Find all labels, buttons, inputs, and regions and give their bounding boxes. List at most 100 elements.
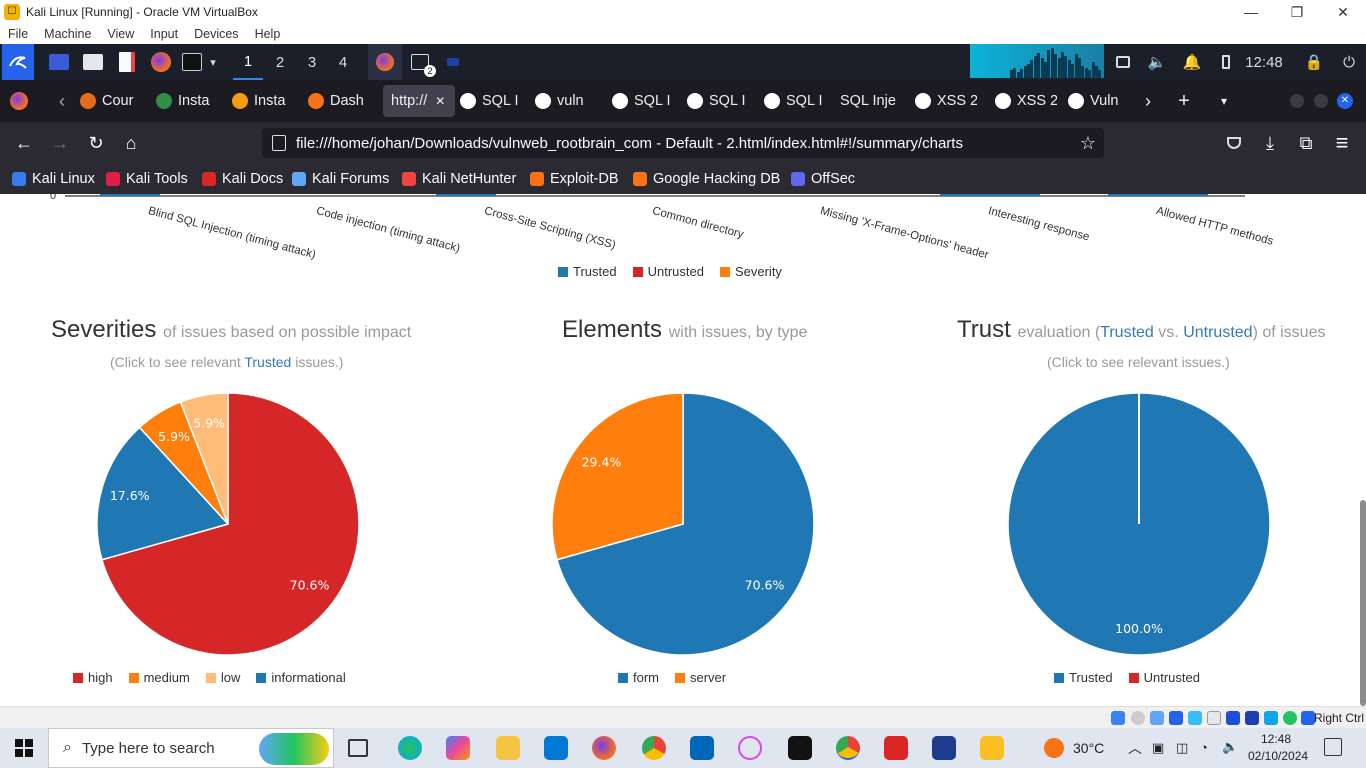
hard-disk-icon[interactable] [1111, 711, 1125, 725]
lock-icon[interactable]: 🔒 [1304, 54, 1324, 71]
pie-slice-server[interactable] [551, 392, 684, 561]
back-icon[interactable]: ← [15, 132, 33, 153]
firefox-view-icon[interactable] [10, 85, 30, 117]
app-menu-icon[interactable]: ≡ [1335, 130, 1349, 155]
tab[interactable]: SQL I [687, 85, 749, 117]
app-badge-icon[interactable] [980, 736, 1004, 760]
tab[interactable]: SQL Inje [840, 85, 908, 117]
chevron-down-icon[interactable]: ▾ [210, 56, 216, 69]
snipping-tool-icon[interactable] [738, 736, 762, 760]
firefox-launcher-icon[interactable] [148, 44, 174, 80]
window-maximize-dot[interactable] [1314, 85, 1330, 117]
workspace-4[interactable]: 4 [338, 53, 348, 71]
url-text[interactable]: file:///home/johan/Downloads/vulnweb_roo… [296, 134, 963, 152]
mail-icon[interactable] [544, 736, 568, 760]
text-editor-icon[interactable] [114, 44, 140, 80]
tab[interactable]: XSS 2 [915, 85, 977, 117]
legend-item-medium[interactable]: medium [128, 670, 190, 685]
network-adapter-icon[interactable] [1169, 711, 1183, 725]
optical-drive-icon[interactable] [1131, 711, 1145, 725]
legend-item-server[interactable]: server [675, 670, 726, 685]
windows-start-icon[interactable] [15, 739, 33, 757]
vpn-icon[interactable] [442, 44, 464, 80]
weather-icon[interactable] [1044, 738, 1064, 758]
volume-icon[interactable]: 🔈 [1147, 54, 1167, 71]
mouse-integration-icon[interactable] [1301, 711, 1315, 725]
legend-item-severity[interactable]: Severity [719, 264, 782, 279]
tab[interactable]: XSS 2 [995, 85, 1057, 117]
legend-item-trusted[interactable]: Trusted [1054, 670, 1113, 685]
terminal-window-button[interactable]: 2 [405, 44, 436, 80]
menu-machine[interactable]: Machine [44, 27, 92, 41]
forward-icon[interactable]: → [51, 132, 69, 153]
untrusted-filter-link[interactable]: Untrusted [1183, 324, 1253, 341]
task-view-icon[interactable] [348, 739, 368, 757]
wps-office-icon[interactable] [884, 736, 908, 760]
pie-slice-low[interactable] [179, 392, 229, 525]
cpu-icon[interactable] [1264, 711, 1278, 725]
bookmark-google-hacking-db[interactable]: Google Hacking DB [633, 164, 780, 194]
tab[interactable]: vuln [535, 85, 597, 117]
kali-menu-icon[interactable] [2, 44, 34, 80]
taskbar-time[interactable]: 12:48 [1260, 732, 1292, 746]
copilot-icon[interactable] [446, 736, 470, 760]
bookmark-star-icon[interactable]: ☆ [1079, 132, 1096, 153]
legend-item-low[interactable]: low [205, 670, 240, 685]
taskbar-search-box[interactable]: ⌕ Type here to search [48, 728, 334, 768]
tab[interactable]: SQL I [612, 85, 674, 117]
taskbar-date[interactable]: 02/10/2024 [1248, 749, 1309, 763]
workspace-3[interactable]: 3 [307, 53, 317, 71]
pie-slice-form[interactable] [556, 392, 815, 656]
edge-icon[interactable] [398, 736, 422, 760]
elements-pie-chart[interactable]: 70.6% 29.4% [551, 392, 815, 656]
pie-slice-high[interactable] [101, 392, 360, 656]
bookmark-kali-linux[interactable]: Kali Linux [12, 164, 95, 194]
menu-file[interactable]: File [8, 27, 29, 41]
chrome-profile-icon[interactable] [836, 736, 860, 760]
tab[interactable]: SQL I [460, 85, 522, 117]
minimize-icon[interactable]: — [1244, 4, 1258, 20]
tab[interactable]: Insta [156, 85, 218, 117]
tray-app-icon[interactable]: ▣ [1152, 740, 1165, 755]
list-all-tabs-icon[interactable]: ▾ [1220, 94, 1228, 108]
firefox-taskbar-icon[interactable] [592, 736, 616, 760]
pocket-icon[interactable] [1219, 122, 1249, 164]
legend-item-untrusted[interactable]: Untrusted [1128, 670, 1200, 685]
menu-help[interactable]: Help [254, 27, 281, 41]
file-manager-icon[interactable] [80, 44, 106, 80]
bookmark-kali-tools[interactable]: Kali Tools [106, 164, 188, 194]
trust-pie-chart[interactable]: 100.0% [1007, 392, 1271, 656]
tab-active[interactable]: http:// ✕ [383, 85, 455, 117]
trusted-filter-link[interactable]: Trusted [1100, 324, 1154, 341]
bookmark-kali-nethunter[interactable]: Kali NetHunter [402, 164, 516, 194]
tab[interactable]: SQL I [764, 85, 826, 117]
vscode-icon[interactable] [690, 736, 714, 760]
menu-view[interactable]: View [107, 27, 135, 41]
usb-icon[interactable] [1188, 711, 1202, 725]
terminal-launcher-icon[interactable] [180, 44, 204, 80]
severities-pie-chart[interactable]: 70.6% 17.6% 5.9%5.9% [96, 392, 360, 656]
legend-item-informational[interactable]: informational [256, 670, 346, 685]
power-icon[interactable]: ⏻ [1343, 53, 1355, 71]
new-tab-icon[interactable]: + [1178, 89, 1190, 112]
recording-icon[interactable] [1245, 711, 1259, 725]
extensions-icon[interactable]: ⧉ [1299, 132, 1313, 153]
guest-additions-icon[interactable] [1283, 711, 1297, 725]
cisco-app-icon[interactable] [788, 736, 812, 760]
tab-scroll-left-icon[interactable]: ‹ [59, 90, 65, 111]
home-icon[interactable]: ⌂ [125, 132, 137, 153]
close-icon[interactable]: ✕ [1337, 4, 1349, 20]
reload-icon[interactable]: ↻ [88, 132, 104, 153]
bookmark-kali-forums[interactable]: Kali Forums [292, 164, 389, 194]
file-explorer-icon[interactable] [496, 736, 520, 760]
audio-icon[interactable] [1150, 711, 1164, 725]
window-close-dot[interactable]: ✕ [1337, 85, 1355, 117]
display-icon[interactable] [1226, 711, 1240, 725]
legend-item-form[interactable]: form [618, 670, 659, 685]
url-bar[interactable]: file:///home/johan/Downloads/vulnweb_roo… [262, 128, 1104, 158]
bookmark-kali-docs[interactable]: Kali Docs [202, 164, 283, 194]
legend-item-untrusted[interactable]: Untrusted [632, 264, 704, 279]
page-scrollbar[interactable] [1360, 500, 1366, 706]
camera-icon[interactable]: ◫ [1176, 740, 1189, 755]
speaker-icon[interactable]: 🔈 [1222, 739, 1239, 754]
